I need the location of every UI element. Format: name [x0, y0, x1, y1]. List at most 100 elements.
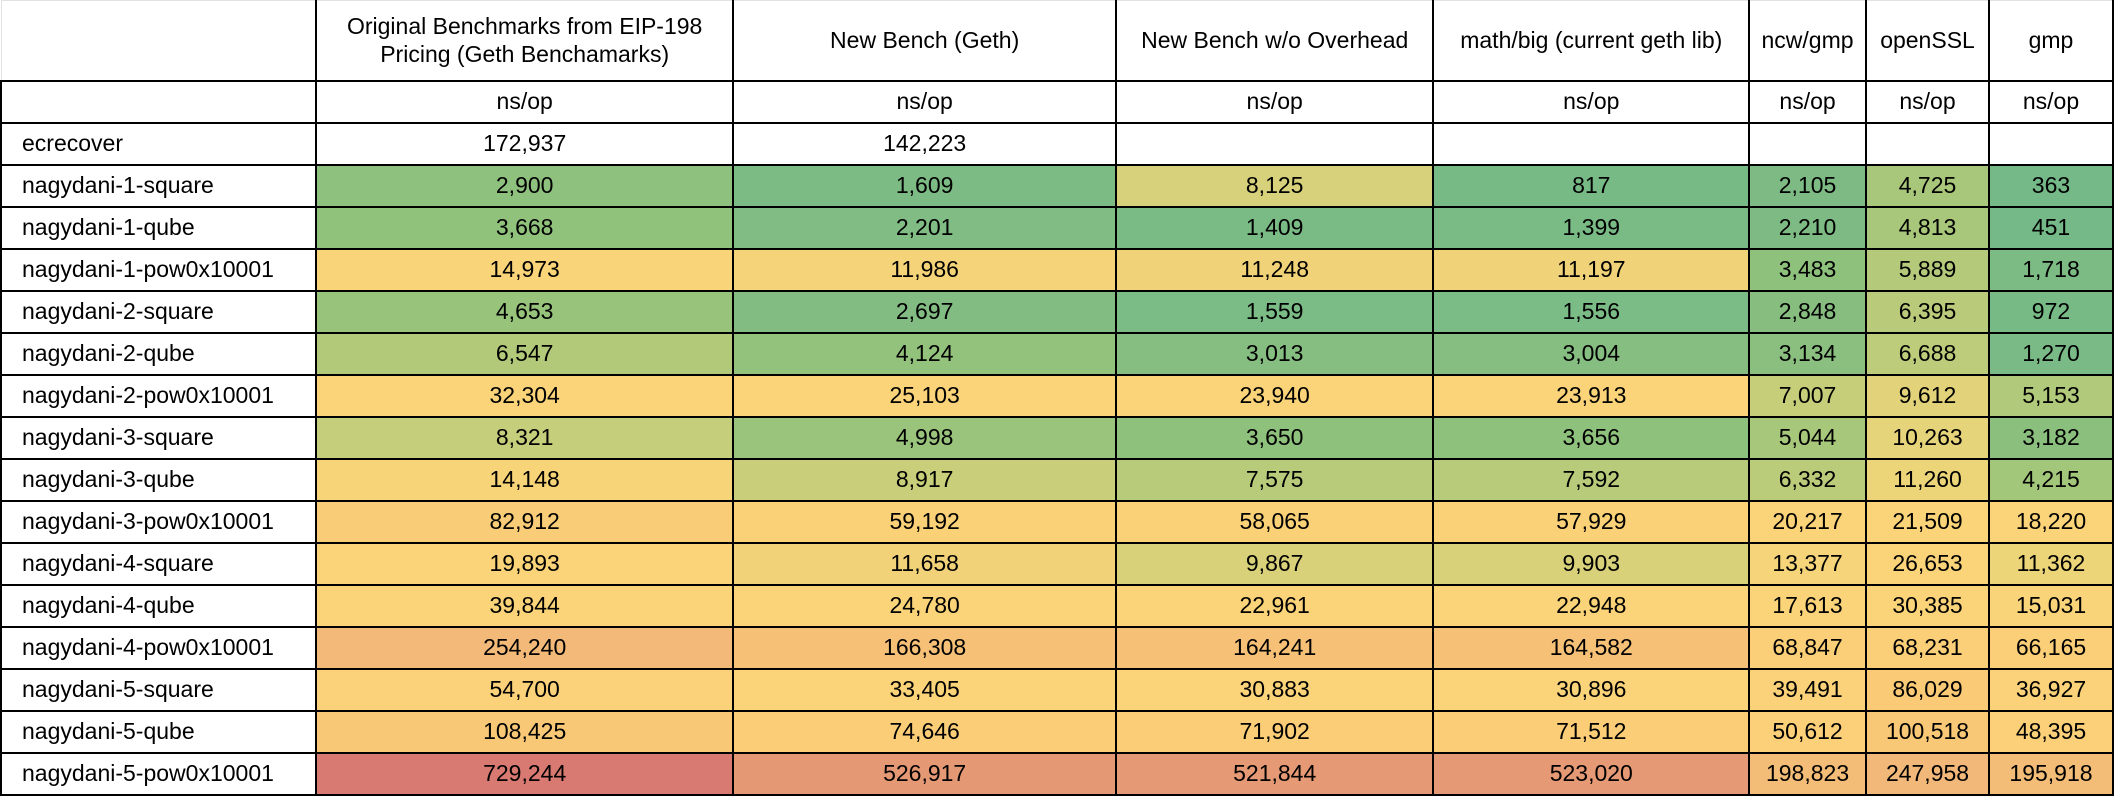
value-cell[interactable]: 48,395 [1987, 709, 2114, 754]
value-cell[interactable]: 4,998 [732, 415, 1117, 460]
value-cell[interactable]: 254,240 [314, 625, 735, 670]
value-cell[interactable]: 6,547 [314, 331, 735, 376]
value-cell[interactable]: 86,029 [1865, 667, 1990, 712]
value-cell[interactable]: 5,889 [1865, 247, 1990, 292]
row-label[interactable]: nagydani-3-square [0, 415, 317, 460]
value-cell[interactable]: 30,896 [1432, 667, 1751, 712]
row-label[interactable]: ecrecover [0, 121, 317, 166]
value-cell[interactable]: 2,848 [1748, 289, 1868, 334]
value-cell[interactable]: 50,612 [1748, 709, 1868, 754]
row-label[interactable]: nagydani-5-qube [0, 709, 317, 754]
value-cell[interactable]: 3,004 [1432, 331, 1751, 376]
row-label[interactable]: nagydani-2-qube [0, 331, 317, 376]
value-cell[interactable]: 2,210 [1748, 205, 1868, 250]
value-cell[interactable]: 71,512 [1432, 709, 1751, 754]
row-label[interactable]: nagydani-5-square [0, 667, 317, 712]
value-cell[interactable]: 19,893 [314, 541, 735, 586]
value-cell[interactable] [1865, 121, 1990, 166]
value-cell[interactable]: 198,823 [1748, 751, 1868, 796]
value-cell[interactable]: 20,217 [1748, 499, 1868, 544]
value-cell[interactable]: 108,425 [314, 709, 735, 754]
row-label[interactable]: nagydani-5-pow0x10001 [0, 751, 317, 796]
value-cell[interactable]: 164,241 [1114, 625, 1435, 670]
unit-cell[interactable] [0, 79, 317, 124]
value-cell[interactable]: 8,321 [314, 415, 735, 460]
value-cell[interactable]: 1,409 [1114, 205, 1435, 250]
value-cell[interactable]: 11,248 [1114, 247, 1435, 292]
value-cell[interactable]: 14,973 [314, 247, 735, 292]
value-cell[interactable]: 74,646 [732, 709, 1117, 754]
value-cell[interactable]: 57,929 [1432, 499, 1751, 544]
column-header[interactable]: ncw/gmp [1748, 0, 1868, 82]
value-cell[interactable]: 817 [1432, 163, 1751, 208]
value-cell[interactable]: 142,223 [732, 121, 1117, 166]
value-cell[interactable]: 9,903 [1432, 541, 1751, 586]
value-cell[interactable]: 39,844 [314, 583, 735, 628]
value-cell[interactable]: 5,044 [1748, 415, 1868, 460]
row-label[interactable]: nagydani-2-pow0x10001 [0, 373, 317, 418]
value-cell[interactable]: 9,867 [1114, 541, 1435, 586]
value-cell[interactable]: 23,913 [1432, 373, 1751, 418]
value-cell[interactable]: 17,613 [1748, 583, 1868, 628]
value-cell[interactable]: 7,592 [1432, 457, 1751, 502]
value-cell[interactable]: 3,650 [1114, 415, 1435, 460]
value-cell[interactable]: 11,197 [1432, 247, 1751, 292]
value-cell[interactable]: 11,260 [1865, 457, 1990, 502]
value-cell[interactable]: 6,395 [1865, 289, 1990, 334]
unit-cell[interactable]: ns/op [314, 79, 735, 124]
row-label[interactable]: nagydani-1-qube [0, 205, 317, 250]
unit-cell[interactable]: ns/op [1865, 79, 1990, 124]
row-label[interactable]: nagydani-2-square [0, 289, 317, 334]
value-cell[interactable]: 521,844 [1114, 751, 1435, 796]
column-header[interactable]: gmp [1987, 0, 2114, 82]
value-cell[interactable]: 100,518 [1865, 709, 1990, 754]
value-cell[interactable]: 1,718 [1987, 247, 2114, 292]
value-cell[interactable] [1114, 121, 1435, 166]
row-label[interactable]: nagydani-1-pow0x10001 [0, 247, 317, 292]
value-cell[interactable]: 2,201 [732, 205, 1117, 250]
value-cell[interactable]: 1,609 [732, 163, 1117, 208]
column-header[interactable] [0, 0, 317, 82]
unit-cell[interactable]: ns/op [1114, 79, 1435, 124]
value-cell[interactable]: 68,231 [1865, 625, 1990, 670]
value-cell[interactable]: 7,007 [1748, 373, 1868, 418]
value-cell[interactable]: 10,263 [1865, 415, 1990, 460]
value-cell[interactable]: 30,385 [1865, 583, 1990, 628]
value-cell[interactable] [1432, 121, 1751, 166]
value-cell[interactable]: 59,192 [732, 499, 1117, 544]
value-cell[interactable]: 1,270 [1987, 331, 2114, 376]
value-cell[interactable]: 1,559 [1114, 289, 1435, 334]
row-label[interactable]: nagydani-4-qube [0, 583, 317, 628]
column-header[interactable]: Original Benchmarks from EIP-198 Pricing… [314, 0, 735, 82]
value-cell[interactable]: 4,124 [732, 331, 1117, 376]
value-cell[interactable] [1748, 121, 1868, 166]
unit-cell[interactable]: ns/op [1432, 79, 1751, 124]
value-cell[interactable]: 3,483 [1748, 247, 1868, 292]
value-cell[interactable]: 2,697 [732, 289, 1117, 334]
value-cell[interactable]: 14,148 [314, 457, 735, 502]
value-cell[interactable]: 26,653 [1865, 541, 1990, 586]
row-label[interactable]: nagydani-3-qube [0, 457, 317, 502]
value-cell[interactable]: 39,491 [1748, 667, 1868, 712]
value-cell[interactable]: 82,912 [314, 499, 735, 544]
value-cell[interactable]: 3,182 [1987, 415, 2114, 460]
value-cell[interactable]: 972 [1987, 289, 2114, 334]
unit-cell[interactable]: ns/op [732, 79, 1117, 124]
column-header[interactable]: math/big (current geth lib) [1432, 0, 1751, 82]
value-cell[interactable]: 166,308 [732, 625, 1117, 670]
row-label[interactable]: nagydani-4-pow0x10001 [0, 625, 317, 670]
value-cell[interactable]: 363 [1987, 163, 2114, 208]
row-label[interactable]: nagydani-4-square [0, 541, 317, 586]
value-cell[interactable]: 3,134 [1748, 331, 1868, 376]
value-cell[interactable]: 5,153 [1987, 373, 2114, 418]
value-cell[interactable]: 1,556 [1432, 289, 1751, 334]
unit-cell[interactable]: ns/op [1987, 79, 2114, 124]
value-cell[interactable]: 36,927 [1987, 667, 2114, 712]
value-cell[interactable]: 58,065 [1114, 499, 1435, 544]
value-cell[interactable]: 22,961 [1114, 583, 1435, 628]
value-cell[interactable]: 1,399 [1432, 205, 1751, 250]
value-cell[interactable]: 11,986 [732, 247, 1117, 292]
column-header[interactable]: New Bench (Geth) [732, 0, 1117, 82]
value-cell[interactable]: 21,509 [1865, 499, 1990, 544]
value-cell[interactable]: 30,883 [1114, 667, 1435, 712]
